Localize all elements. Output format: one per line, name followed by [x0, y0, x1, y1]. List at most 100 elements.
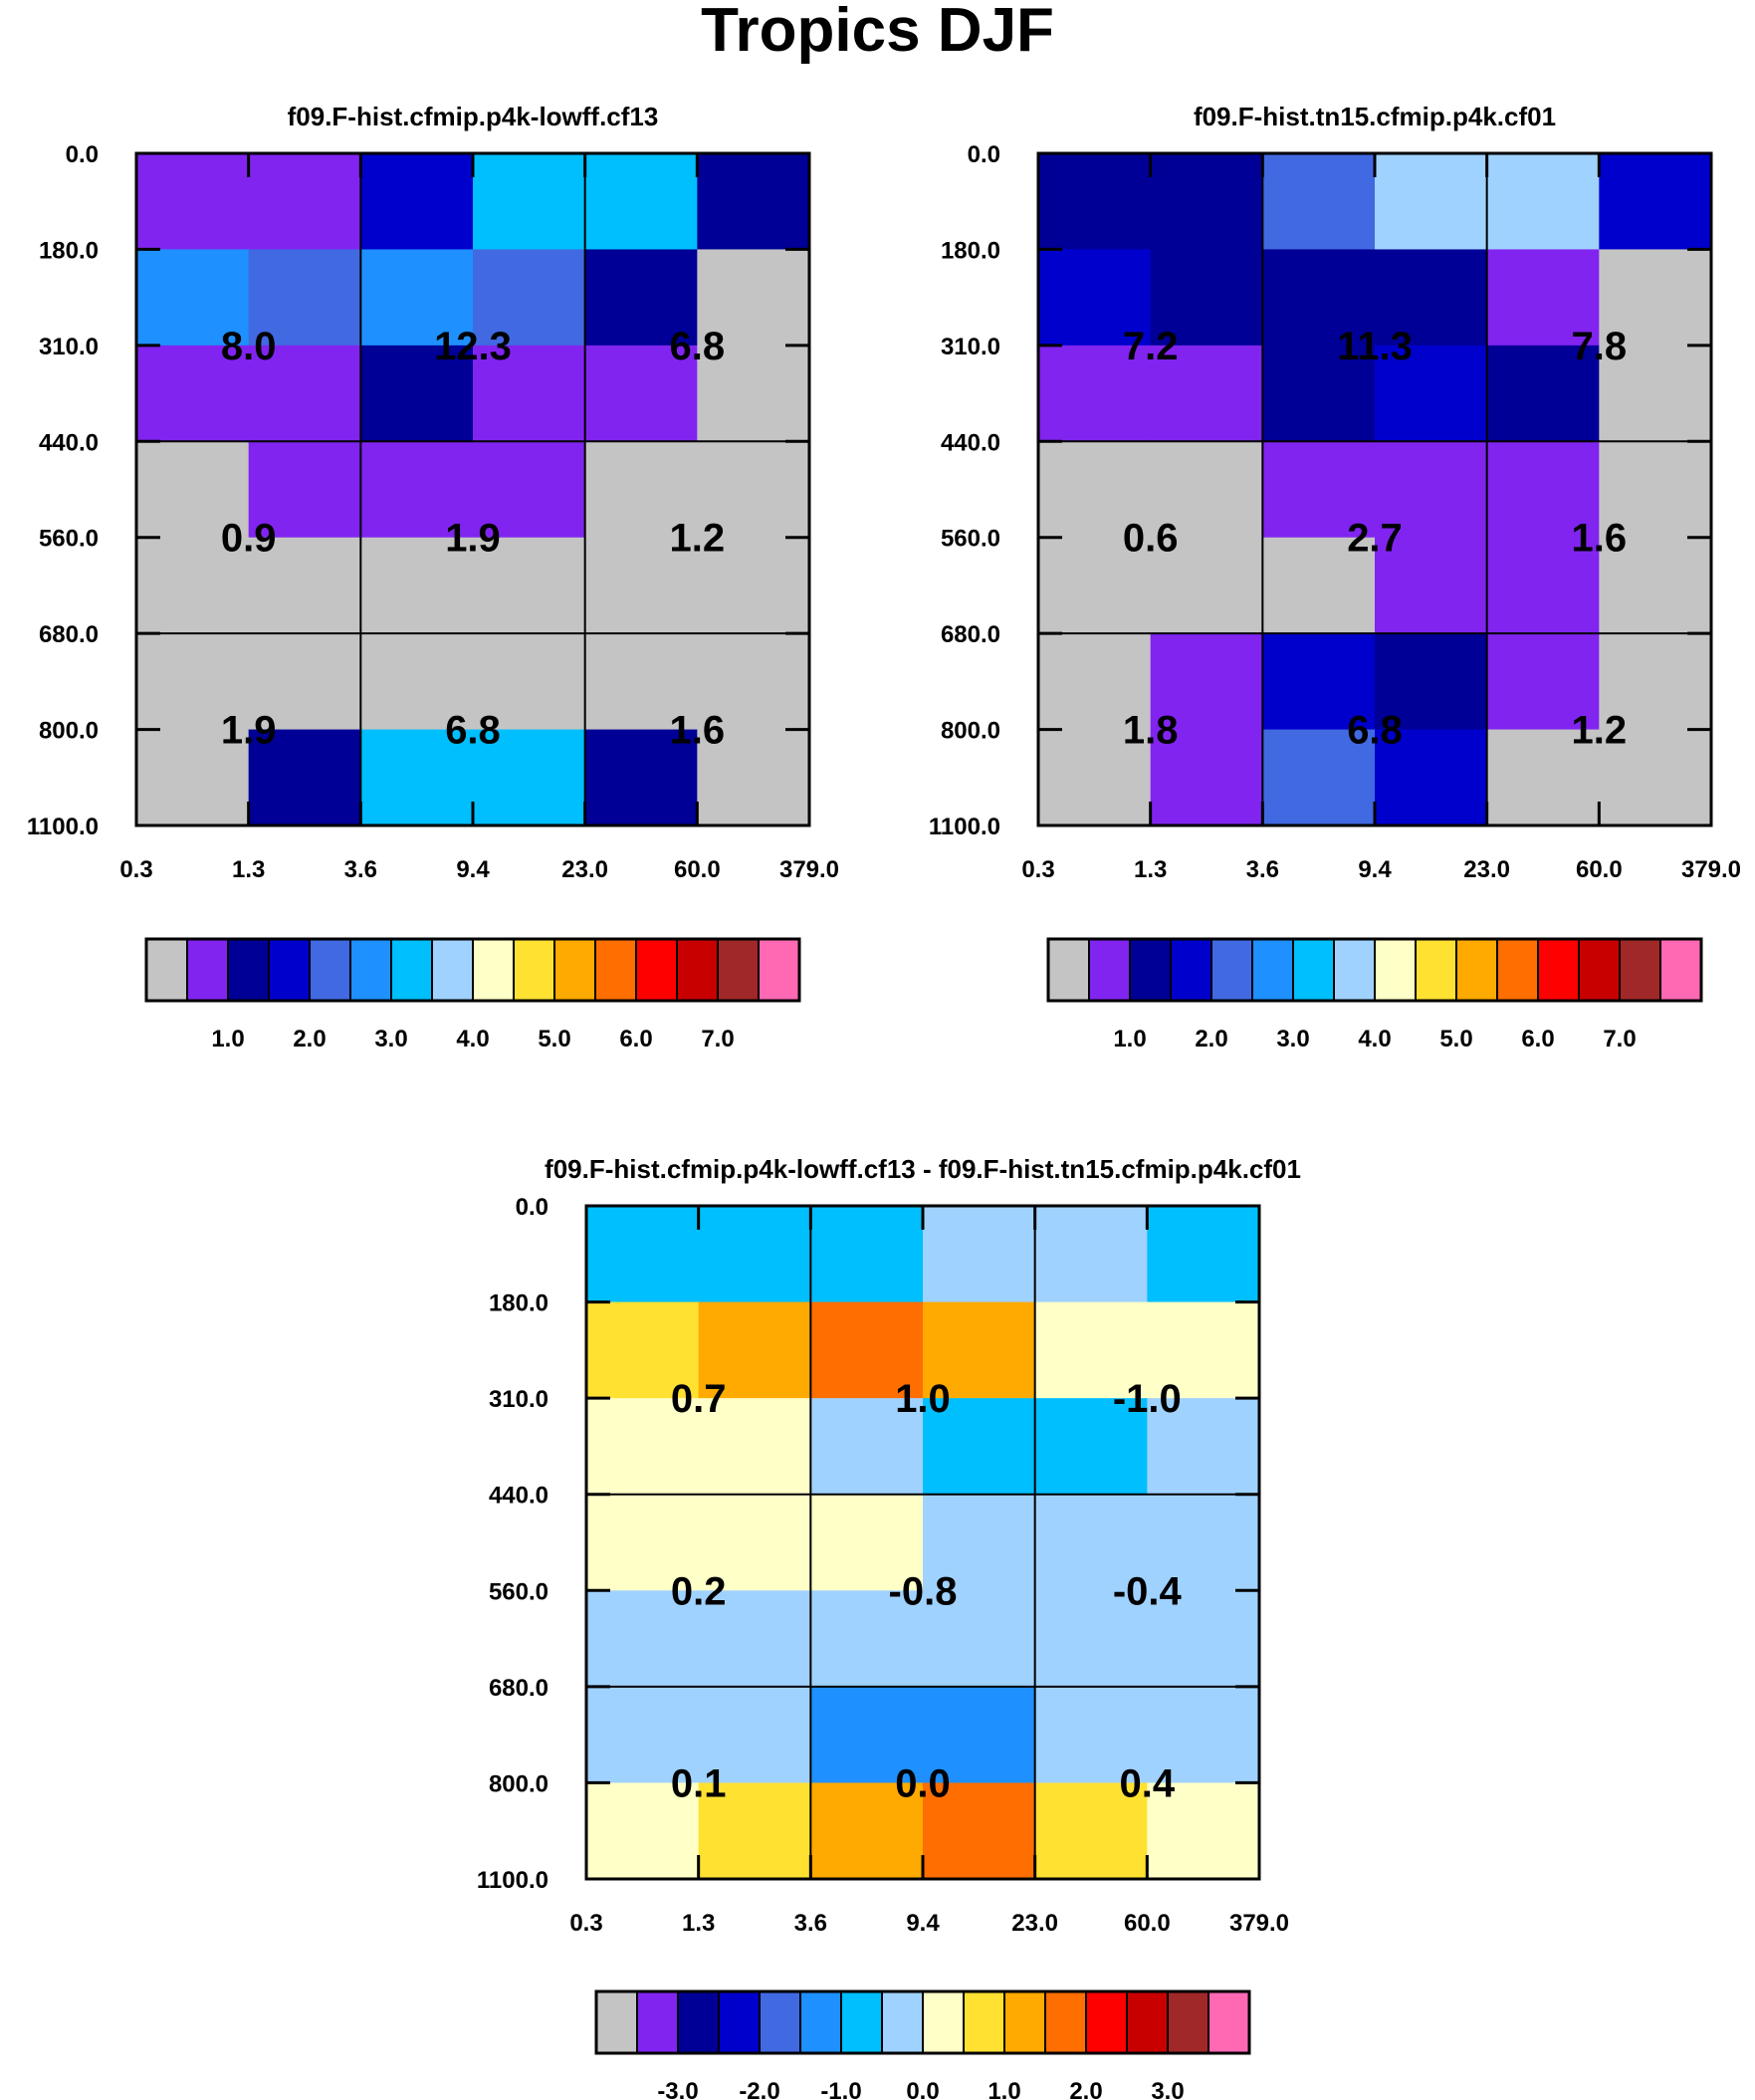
heatmap-cell — [1262, 729, 1376, 826]
heatmap-cell — [1262, 537, 1376, 634]
block-value-label: 1.2 — [1572, 709, 1628, 753]
block-value-label: 7.8 — [1572, 325, 1628, 368]
heatmap-cell — [584, 153, 698, 251]
colorbar-swatch — [1251, 938, 1294, 1002]
heatmap-cell — [1034, 1398, 1148, 1496]
y-tick-label: 1100.0 — [477, 1867, 548, 1894]
colorbar-swatch — [759, 1990, 801, 2054]
heatmap-cell — [810, 1206, 924, 1303]
x-tick-label: 1.3 — [682, 1910, 715, 1937]
heatmap-cell — [698, 1301, 811, 1399]
block-value-label: 1.9 — [445, 517, 501, 561]
heatmap-cell — [473, 729, 586, 826]
heatmap-cell — [1486, 153, 1600, 251]
colorbar-swatch — [1578, 938, 1621, 1002]
x-tick-label: 9.4 — [1358, 856, 1392, 883]
colorbar-label: 1.0 — [1113, 1026, 1146, 1052]
colorbar-swatch — [718, 1990, 761, 2054]
panel-title-diff: f09.F-hist.cfmip.p4k-lowff.cf13 - f09.F-… — [545, 1154, 1301, 1184]
y-tick-label: 180.0 — [39, 237, 99, 264]
colorbar-swatch — [513, 938, 555, 1002]
colorbar-swatch — [1292, 938, 1335, 1002]
heatmap-cell — [1147, 1206, 1260, 1303]
colorbar-label: 0.0 — [906, 2078, 939, 2100]
panel-title-cf13: f09.F-hist.cfmip.p4k-lowff.cf13 — [288, 102, 659, 131]
heatmap-cell — [1034, 1301, 1148, 1399]
block-value-label: 1.9 — [221, 709, 277, 753]
heatmap-cell — [584, 633, 698, 731]
x-tick-label: 1.3 — [232, 856, 265, 883]
block-value-label: 1.0 — [895, 1377, 951, 1421]
heatmap-cell — [1375, 729, 1488, 826]
block-value-label: 6.8 — [670, 325, 726, 368]
heatmap-cell — [923, 1398, 1036, 1496]
heatmap-cell — [923, 1590, 1036, 1688]
colorbar-swatch — [1374, 938, 1417, 1002]
y-tick-label: 310.0 — [489, 1386, 548, 1413]
heatmap-cell — [1150, 345, 1263, 442]
colorbar-label: 5.0 — [1439, 1026, 1472, 1052]
heatmap-cell — [698, 1494, 811, 1591]
x-tick-label: 9.4 — [456, 856, 490, 883]
y-tick-label: 440.0 — [489, 1483, 548, 1510]
heatmap-cell — [1262, 249, 1376, 347]
heatmap-cell — [1034, 1686, 1148, 1784]
colorbar-swatch — [553, 938, 596, 1002]
y-tick-label: 800.0 — [941, 718, 1000, 745]
block-value-label: 8.0 — [221, 325, 277, 368]
colorbar-swatch — [1047, 938, 1090, 1002]
colorbar-label: 3.0 — [374, 1026, 407, 1052]
colorbar-frame — [594, 1989, 1251, 2055]
y-tick-label: 560.0 — [941, 526, 1000, 553]
heatmap-cell — [923, 1782, 1036, 1880]
heatmap-cell — [248, 729, 361, 826]
page-title: Tropics DJF — [701, 0, 1054, 65]
block-value-label: 0.7 — [671, 1377, 727, 1421]
y-tick-label: 800.0 — [489, 1770, 548, 1797]
x-tick-label: 23.0 — [561, 856, 608, 883]
heatmap-cell — [697, 633, 810, 731]
y-tick-label: 0.0 — [516, 1194, 548, 1221]
x-tick-label: 1.3 — [1134, 856, 1167, 883]
colorbar-swatch — [881, 1990, 924, 2054]
heatmap-cell — [1150, 633, 1263, 731]
heatmap-cell — [1038, 153, 1152, 251]
heatmap-cell — [697, 537, 810, 634]
heatmap-cell — [698, 1206, 811, 1303]
heatmap-cell — [697, 153, 810, 251]
colorbar-swatch — [1129, 938, 1172, 1002]
colorbar-swatch — [1167, 1990, 1209, 2054]
heatmap-cell — [1150, 153, 1263, 251]
heatmap-cell — [360, 441, 474, 539]
heatmap-cell — [1375, 345, 1488, 442]
colorbar-label: 2.0 — [1195, 1026, 1227, 1052]
y-tick-label: 310.0 — [941, 334, 1000, 360]
heatmap-cell — [1147, 1398, 1260, 1496]
block-value-label: 0.9 — [221, 517, 277, 561]
heatmap-cell — [1150, 441, 1263, 539]
heatmap-cell — [1599, 537, 1712, 634]
heatmap-cell — [1486, 345, 1600, 442]
heatmap-cell — [1147, 1301, 1260, 1399]
heatmap-cell — [810, 1301, 924, 1399]
block-value-label: 6.8 — [1347, 709, 1403, 753]
colorbar-swatch — [677, 1990, 720, 2054]
heatmap-cell — [810, 1590, 924, 1688]
y-tick-label: 680.0 — [39, 621, 99, 648]
heatmap-cell — [1599, 633, 1712, 731]
colorbar-swatch — [1333, 938, 1376, 1002]
y-tick-label: 1100.0 — [929, 814, 1000, 840]
colorbar-swatch — [1496, 938, 1539, 1002]
heatmap-cell — [923, 1301, 1036, 1399]
heatmap-cell — [810, 1398, 924, 1496]
heatmap-cell — [360, 729, 474, 826]
colorbar-swatch — [186, 938, 229, 1002]
x-tick-label: 379.0 — [779, 856, 839, 883]
heatmap-cell — [1375, 441, 1488, 539]
heatmap-cell — [360, 345, 474, 442]
heatmap-cell — [697, 729, 810, 826]
colorbar-swatch — [145, 938, 188, 1002]
colorbar-swatch — [1537, 938, 1580, 1002]
heatmap-cell — [923, 1494, 1036, 1591]
